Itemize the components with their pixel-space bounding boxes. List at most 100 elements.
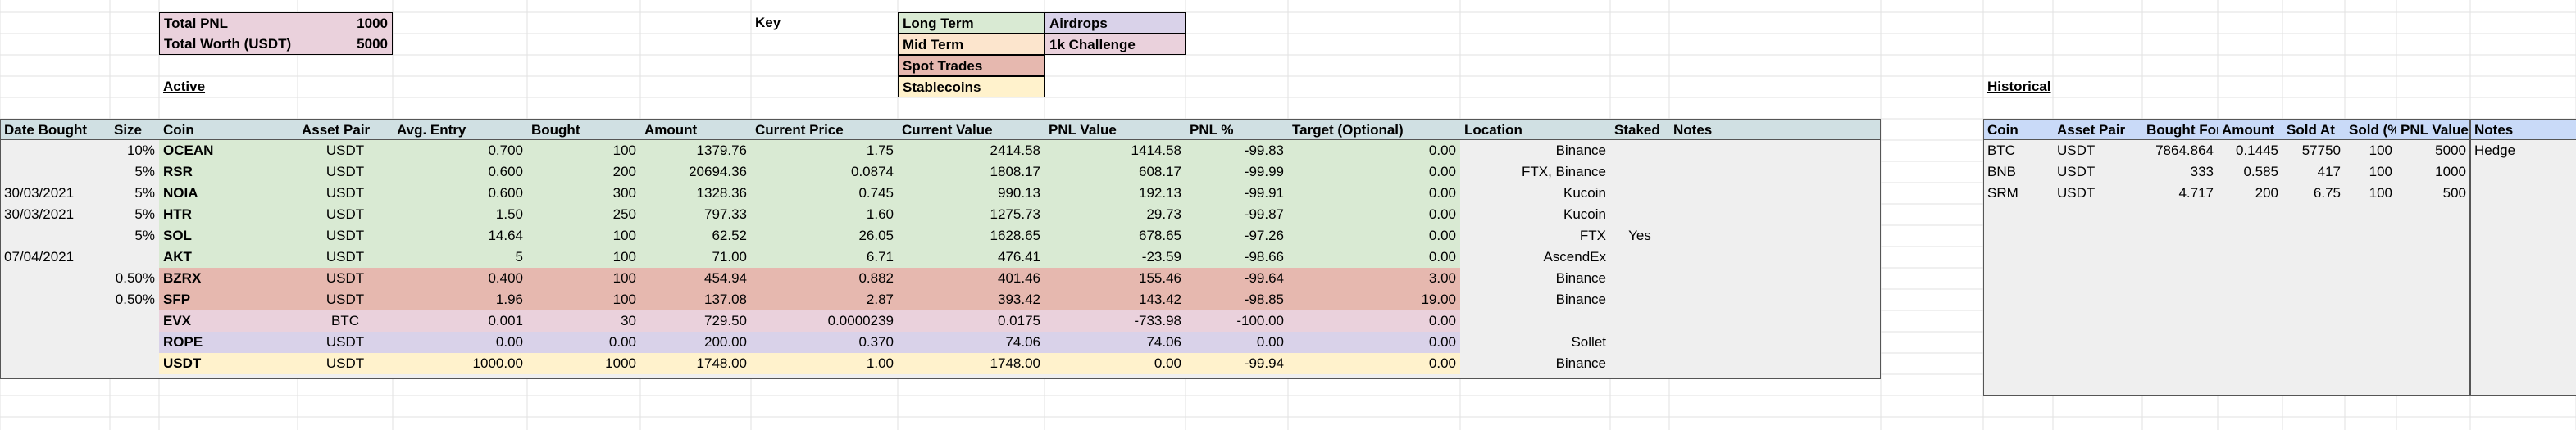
active-row-4-cell-6[interactable]: 62.52	[640, 225, 751, 247]
active-row-2-cell-7[interactable]: 0.745	[751, 183, 898, 204]
historical-empty-8-3[interactable]	[2218, 310, 2282, 332]
historical-empty-11-4[interactable]	[2282, 374, 2345, 396]
active-row-9-cell-1[interactable]	[110, 332, 159, 353]
active-row-7-cell-13[interactable]	[1610, 289, 1669, 310]
active-row-2-cell-4[interactable]: 0.600	[393, 183, 527, 204]
historical-empty-10-6[interactable]	[2396, 353, 2470, 374]
total-worth-value[interactable]: 5000	[298, 34, 393, 55]
active-row-3-cell-13[interactable]	[1610, 204, 1669, 225]
active-row-1-cell-6[interactable]: 20694.36	[640, 161, 751, 183]
active-header-bought[interactable]: Bought	[527, 119, 640, 140]
active-row-0-cell-14[interactable]	[1669, 140, 1881, 161]
historical-empty-6-0[interactable]	[1983, 268, 2053, 289]
active-row-1-cell-2[interactable]: RSR	[159, 161, 298, 183]
active-header-notes[interactable]: Notes	[1669, 119, 1881, 140]
active-row-4-cell-0[interactable]	[0, 225, 110, 247]
historical-empty-7-0[interactable]	[1983, 289, 2053, 310]
active-row-6-cell-9[interactable]: 155.46	[1045, 268, 1186, 289]
active-row-10-cell-0[interactable]	[0, 353, 110, 374]
active-row-5-cell-10[interactable]: -98.66	[1186, 247, 1288, 268]
active-row-1-cell-7[interactable]: 0.0874	[751, 161, 898, 183]
historical-row-2-cell-3[interactable]: 200	[2218, 183, 2282, 204]
active-row-10-cell-7[interactable]: 1.00	[751, 353, 898, 374]
historical-row-1-cell-4[interactable]: 417	[2282, 161, 2345, 183]
active-row-2-cell-8[interactable]: 990.13	[898, 183, 1045, 204]
active-row-10-cell-11[interactable]: 0.00	[1288, 353, 1460, 374]
active-row-10-cell-2[interactable]: USDT	[159, 353, 298, 374]
active-row-7-cell-5[interactable]: 100	[527, 289, 640, 310]
historical-empty-4-5[interactable]	[2345, 225, 2396, 247]
active-row-10-cell-4[interactable]: 1000.00	[393, 353, 527, 374]
historical-row-2-cell-6[interactable]: 500	[2396, 183, 2470, 204]
historical-empty-5-2[interactable]	[2142, 247, 2218, 268]
active-row-10-cell-12[interactable]: Binance	[1460, 353, 1610, 374]
historical-empty-6-2[interactable]	[2142, 268, 2218, 289]
active-row-2-cell-3[interactable]: USDT	[298, 183, 393, 204]
active-row-3-cell-10[interactable]: -99.87	[1186, 204, 1288, 225]
active-row-5-cell-3[interactable]: USDT	[298, 247, 393, 268]
historical-header-asset-pair[interactable]: Asset Pair	[2053, 119, 2142, 140]
active-row-4-cell-14[interactable]	[1669, 225, 1881, 247]
active-row-5-cell-9[interactable]: -23.59	[1045, 247, 1186, 268]
active-row-0-cell-3[interactable]: USDT	[298, 140, 393, 161]
historical-empty-4-0[interactable]	[1983, 225, 2053, 247]
active-row-1-cell-9[interactable]: 608.17	[1045, 161, 1186, 183]
active-header-coin[interactable]: Coin	[159, 119, 298, 140]
historical-row-2-cell-1[interactable]: USDT	[2053, 183, 2142, 204]
active-row-10-cell-8[interactable]: 1748.00	[898, 353, 1045, 374]
historical-header-sold[interactable]: Sold (%)	[2345, 119, 2396, 140]
historical-empty-5-3[interactable]	[2218, 247, 2282, 268]
historical-empty-9-3[interactable]	[2218, 332, 2282, 353]
active-row-8-cell-4[interactable]: 0.001	[393, 310, 527, 332]
historical-empty-10-5[interactable]	[2345, 353, 2396, 374]
active-row-0-cell-13[interactable]	[1610, 140, 1669, 161]
active-row-6-cell-8[interactable]: 401.46	[898, 268, 1045, 289]
historical-empty-9-6[interactable]	[2396, 332, 2470, 353]
active-row-3-cell-6[interactable]: 797.33	[640, 204, 751, 225]
historical-row-1-cell-1[interactable]: USDT	[2053, 161, 2142, 183]
active-row-7-cell-10[interactable]: -98.85	[1186, 289, 1288, 310]
historical-empty-5-7[interactable]	[2470, 247, 2576, 268]
active-row-9-cell-9[interactable]: 74.06	[1045, 332, 1186, 353]
active-row-5-cell-6[interactable]: 71.00	[640, 247, 751, 268]
historical-empty-11-1[interactable]	[2053, 374, 2142, 396]
historical-empty-4-7[interactable]	[2470, 225, 2576, 247]
active-row-0-cell-4[interactable]: 0.700	[393, 140, 527, 161]
historical-empty-8-7[interactable]	[2470, 310, 2576, 332]
active-row-10-cell-10[interactable]: -99.94	[1186, 353, 1288, 374]
active-row-2-cell-5[interactable]: 300	[527, 183, 640, 204]
active-row-10-cell-5[interactable]: 1000	[527, 353, 640, 374]
active-row-6-cell-6[interactable]: 454.94	[640, 268, 751, 289]
historical-empty-8-2[interactable]	[2142, 310, 2218, 332]
historical-row-1-cell-6[interactable]: 1000	[2396, 161, 2470, 183]
active-row-1-cell-12[interactable]: FTX, Binance	[1460, 161, 1610, 183]
active-row-7-cell-8[interactable]: 393.42	[898, 289, 1045, 310]
historical-empty-7-2[interactable]	[2142, 289, 2218, 310]
historical-row-1-cell-2[interactable]: 333	[2142, 161, 2218, 183]
active-row-3-cell-8[interactable]: 1275.73	[898, 204, 1045, 225]
historical-empty-4-4[interactable]	[2282, 225, 2345, 247]
active-row-7-cell-0[interactable]	[0, 289, 110, 310]
active-row-0-cell-2[interactable]: OCEAN	[159, 140, 298, 161]
historical-row-0-cell-5[interactable]: 100	[2345, 140, 2396, 161]
total-worth-label[interactable]: Total Worth (USDT)	[159, 34, 298, 55]
active-row-7-cell-14[interactable]	[1669, 289, 1881, 310]
historical-empty-4-3[interactable]	[2218, 225, 2282, 247]
historical-empty-9-7[interactable]	[2470, 332, 2576, 353]
historical-empty-5-0[interactable]	[1983, 247, 2053, 268]
active-row-6-cell-10[interactable]: -99.64	[1186, 268, 1288, 289]
historical-empty-9-4[interactable]	[2282, 332, 2345, 353]
historical-row-0-cell-1[interactable]: USDT	[2053, 140, 2142, 161]
historical-empty-10-4[interactable]	[2282, 353, 2345, 374]
active-row-4-cell-2[interactable]: SOL	[159, 225, 298, 247]
historical-row-0-cell-4[interactable]: 57750	[2282, 140, 2345, 161]
active-row-9-cell-10[interactable]: 0.00	[1186, 332, 1288, 353]
historical-empty-11-3[interactable]	[2218, 374, 2282, 396]
active-row-10-cell-3[interactable]: USDT	[298, 353, 393, 374]
historical-empty-8-6[interactable]	[2396, 310, 2470, 332]
active-row-8-cell-3[interactable]: BTC	[298, 310, 393, 332]
active-row-6-cell-12[interactable]: Binance	[1460, 268, 1610, 289]
active-row-1-cell-13[interactable]	[1610, 161, 1669, 183]
active-row-5-cell-14[interactable]	[1669, 247, 1881, 268]
active-row-9-cell-2[interactable]: ROPE	[159, 332, 298, 353]
